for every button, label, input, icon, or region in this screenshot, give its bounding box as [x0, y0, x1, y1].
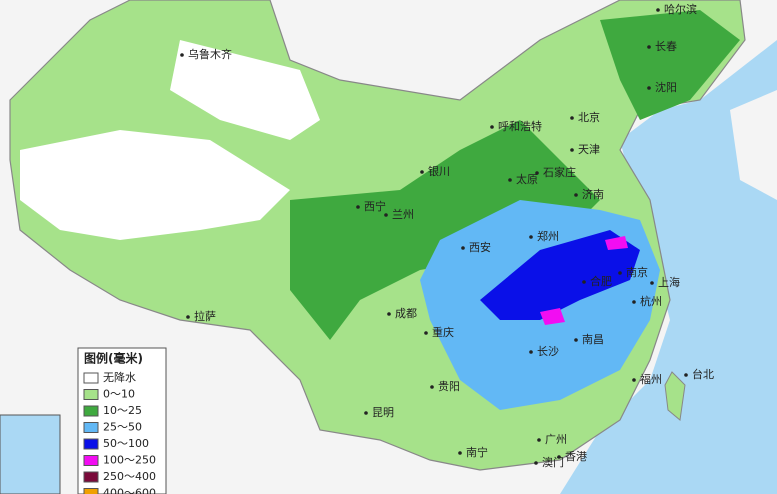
city-label: 天津 [578, 143, 600, 156]
city-label: 太原 [516, 173, 538, 186]
legend-swatch [83, 422, 99, 433]
city-label: 杭州 [640, 294, 662, 308]
city-label: 长春 [655, 40, 677, 53]
city-dot [684, 373, 688, 377]
city-label: 成都 [395, 307, 417, 320]
city-dot [461, 246, 465, 250]
city-label: 南京 [626, 265, 648, 279]
city-dot [632, 300, 636, 304]
taiwan [664, 371, 686, 421]
city-dot [570, 116, 574, 120]
city-dot [529, 350, 533, 354]
inset-map [0, 414, 61, 494]
city-dot [356, 205, 360, 209]
city-label: 沈阳 [655, 80, 677, 94]
city-dot [186, 315, 190, 319]
city-dot [420, 170, 424, 174]
city-dot [570, 148, 574, 152]
city-dot [529, 235, 533, 239]
legend-label: 无降水 [103, 370, 136, 384]
torrential-area [605, 236, 628, 250]
city-dot [458, 451, 462, 455]
legend-swatch [83, 488, 99, 494]
city-dot [384, 213, 388, 217]
city-label: 呼和浩特 [498, 119, 542, 133]
city-dot [424, 331, 428, 335]
legend-box [77, 347, 167, 494]
city-label: 北京 [578, 110, 600, 124]
no-rain-area [170, 40, 320, 140]
legend: 图例(毫米) 无降水 0～10 10～25 25～50 50～100 100～250 250… [77, 347, 167, 494]
city-dot [180, 53, 184, 57]
legend-title: 图例(毫米) [84, 351, 143, 366]
city-label: 上海 [658, 275, 680, 289]
city-label: 合肥 [590, 274, 612, 288]
city-label: 南宁 [466, 445, 488, 459]
legend-label: 100～250 [103, 454, 156, 467]
city-label: 长沙 [537, 345, 559, 358]
city-dot [534, 461, 538, 465]
legend-label: 250～400 [103, 470, 156, 483]
city-dot [537, 438, 541, 442]
legend-swatch [83, 405, 99, 417]
moderate-rain-area [290, 120, 600, 340]
city-label: 西宁 [364, 199, 386, 213]
city-dot [535, 171, 539, 175]
legend-label: 50～100 [103, 437, 149, 450]
city-label: 石家庄 [543, 165, 576, 179]
city-label: 兰州 [392, 208, 414, 221]
city-dot [618, 271, 622, 275]
legend-swatch [83, 438, 99, 450]
city-label: 南昌 [582, 333, 604, 346]
city-label: 福州 [640, 372, 662, 386]
city-dot [574, 193, 578, 197]
legend-swatch [83, 471, 99, 483]
rainstorm-area [480, 230, 640, 320]
city-label: 重庆 [432, 325, 454, 339]
legend-swatch [83, 372, 99, 384]
legend-label: 0～10 [103, 388, 135, 401]
city-dot [656, 8, 660, 12]
city-label: 拉萨 [194, 309, 216, 323]
city-dot [430, 385, 434, 389]
city-dot [632, 378, 636, 382]
legend-label: 25～50 [103, 421, 142, 434]
no-rain-area [20, 130, 290, 240]
sea [560, 40, 777, 494]
legend-swatch [83, 389, 99, 400]
city-dot [574, 338, 578, 342]
korea-japan [730, 90, 777, 200]
city-label: 台北 [692, 367, 714, 381]
city-dot [647, 86, 651, 90]
city-dot [364, 411, 368, 415]
city-dot [387, 312, 391, 316]
city-dot [508, 178, 512, 182]
city-label: 香港 [565, 450, 587, 463]
legend-label: 10～25 [103, 404, 142, 417]
city-dot [647, 45, 651, 49]
city-dot [582, 280, 586, 284]
legend-label: 400～600 [103, 487, 156, 494]
city-label: 西安 [469, 240, 491, 254]
city-label: 济南 [582, 187, 604, 201]
legend-swatch [83, 455, 99, 466]
city-dot [557, 455, 561, 459]
city-label: 乌鲁木齐 [188, 47, 232, 61]
moderate-rain-area [600, 10, 740, 120]
city-label: 贵阳 [438, 380, 460, 393]
city-label: 昆明 [372, 406, 394, 419]
city-dot [650, 281, 654, 285]
city-dot [490, 125, 494, 129]
torrential-area [540, 308, 565, 325]
city-label: 广州 [545, 433, 567, 446]
city-label: 银川 [428, 164, 450, 178]
city-label: 郑州 [537, 229, 559, 243]
city-label: 哈尔滨 [664, 2, 697, 16]
